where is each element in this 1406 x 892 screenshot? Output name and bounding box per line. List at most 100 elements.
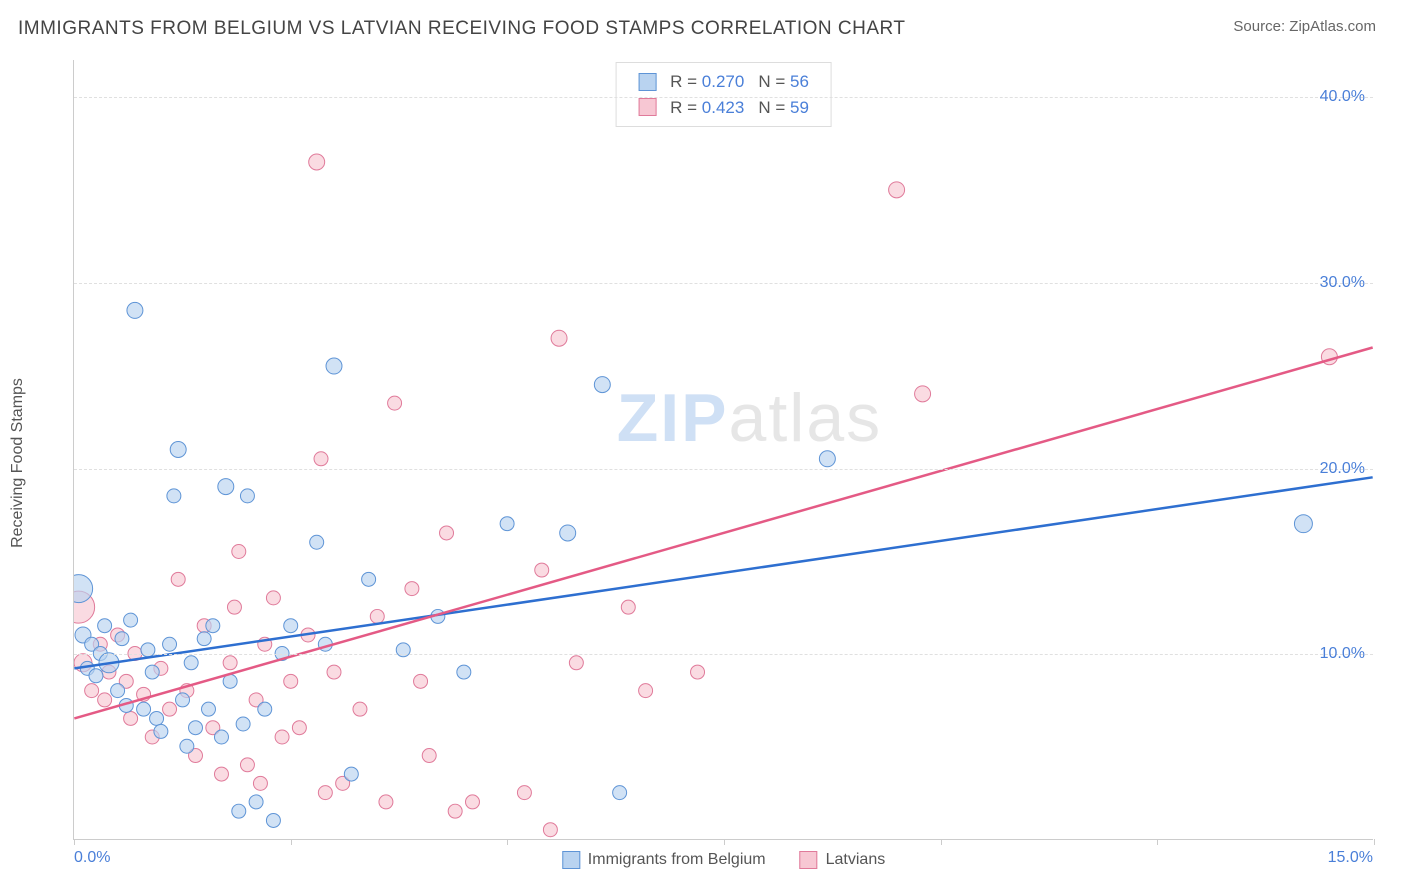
data-point xyxy=(284,674,298,688)
data-point xyxy=(344,767,358,781)
data-point xyxy=(240,489,254,503)
data-point xyxy=(163,637,177,651)
stats-row-b: R = 0.423 N = 59 xyxy=(638,95,809,121)
data-point xyxy=(232,545,246,559)
data-point xyxy=(137,687,151,701)
x-tick-mark xyxy=(507,839,508,845)
y-tick-label: 30.0% xyxy=(1320,274,1365,292)
data-point xyxy=(232,804,246,818)
data-point xyxy=(448,804,462,818)
data-point xyxy=(613,786,627,800)
y-axis-label: Receiving Food Stamps xyxy=(9,378,27,548)
data-point xyxy=(189,721,203,735)
data-point xyxy=(150,711,164,725)
data-point xyxy=(119,698,133,712)
plot-area: ZIPatlas R = 0.270 N = 56 R = 0.423 N = … xyxy=(73,60,1373,840)
data-point xyxy=(206,721,220,735)
gridline xyxy=(74,97,1373,98)
data-point xyxy=(214,730,228,744)
data-point xyxy=(543,823,557,837)
x-tick-right: 15.0% xyxy=(1328,849,1373,867)
legend-swatch-a xyxy=(562,851,580,869)
data-point xyxy=(500,517,514,531)
data-point xyxy=(223,674,237,688)
data-point xyxy=(405,582,419,596)
stats-row-a: R = 0.270 N = 56 xyxy=(638,69,809,95)
data-point xyxy=(184,656,198,670)
data-point xyxy=(551,330,567,346)
data-point xyxy=(171,572,185,586)
data-point xyxy=(218,479,234,495)
gridline xyxy=(74,283,1373,284)
data-point xyxy=(301,628,315,642)
gridline xyxy=(74,654,1373,655)
data-point xyxy=(318,786,332,800)
data-point xyxy=(422,749,436,763)
chart-container: Receiving Food Stamps ZIPatlas R = 0.270… xyxy=(18,55,1388,870)
data-point xyxy=(202,702,216,716)
data-point xyxy=(154,661,168,675)
data-point xyxy=(85,637,99,651)
data-point xyxy=(74,591,95,623)
data-point xyxy=(98,693,112,707)
data-point xyxy=(137,702,151,716)
legend-item-a: Immigrants from Belgium xyxy=(562,851,766,869)
data-point xyxy=(388,396,402,410)
data-point xyxy=(569,656,583,670)
data-point xyxy=(111,684,125,698)
data-point xyxy=(89,669,103,683)
data-point xyxy=(240,758,254,772)
data-point xyxy=(197,632,211,646)
data-point xyxy=(115,632,129,646)
data-point xyxy=(292,721,306,735)
y-tick-label: 20.0% xyxy=(1320,460,1365,478)
bottom-legend: Immigrants from Belgium Latvians xyxy=(562,851,885,869)
data-point xyxy=(621,600,635,614)
data-point xyxy=(819,451,835,467)
x-tick-mark xyxy=(1374,839,1375,845)
data-point xyxy=(99,653,119,673)
data-point xyxy=(189,749,203,763)
watermark: ZIPatlas xyxy=(617,379,882,457)
data-point xyxy=(170,442,186,458)
x-tick-mark xyxy=(1157,839,1158,845)
data-point xyxy=(266,591,280,605)
data-point xyxy=(314,452,328,466)
data-point xyxy=(309,154,325,170)
data-point xyxy=(457,665,471,679)
x-tick-mark xyxy=(291,839,292,845)
data-point xyxy=(75,627,91,643)
data-point xyxy=(85,684,99,698)
data-point xyxy=(93,637,107,651)
data-point xyxy=(180,684,194,698)
data-point xyxy=(284,619,298,633)
legend-item-b: Latvians xyxy=(800,851,886,869)
data-point xyxy=(154,724,168,738)
data-point xyxy=(258,637,272,651)
data-point xyxy=(145,730,159,744)
chart-header: IMMIGRANTS FROM BELGIUM VS LATVIAN RECEI… xyxy=(0,0,1406,50)
data-point xyxy=(414,674,428,688)
chart-title: IMMIGRANTS FROM BELGIUM VS LATVIAN RECEI… xyxy=(18,18,906,40)
data-point xyxy=(74,654,92,672)
data-point xyxy=(127,302,143,318)
data-point xyxy=(214,767,228,781)
data-point xyxy=(1294,515,1312,533)
data-point xyxy=(353,702,367,716)
data-point xyxy=(253,776,267,790)
data-point xyxy=(370,609,384,623)
series-a-swatch xyxy=(638,73,656,91)
legend-swatch-b xyxy=(800,851,818,869)
series-b-swatch xyxy=(638,98,656,116)
data-point xyxy=(326,358,342,374)
trend-line xyxy=(74,347,1372,718)
data-point xyxy=(124,711,138,725)
data-point xyxy=(145,665,159,679)
data-point xyxy=(517,786,531,800)
data-point xyxy=(560,525,576,541)
data-point xyxy=(167,489,181,503)
data-point xyxy=(223,656,237,670)
data-point xyxy=(266,813,280,827)
data-point xyxy=(98,619,112,633)
data-point xyxy=(80,661,94,675)
